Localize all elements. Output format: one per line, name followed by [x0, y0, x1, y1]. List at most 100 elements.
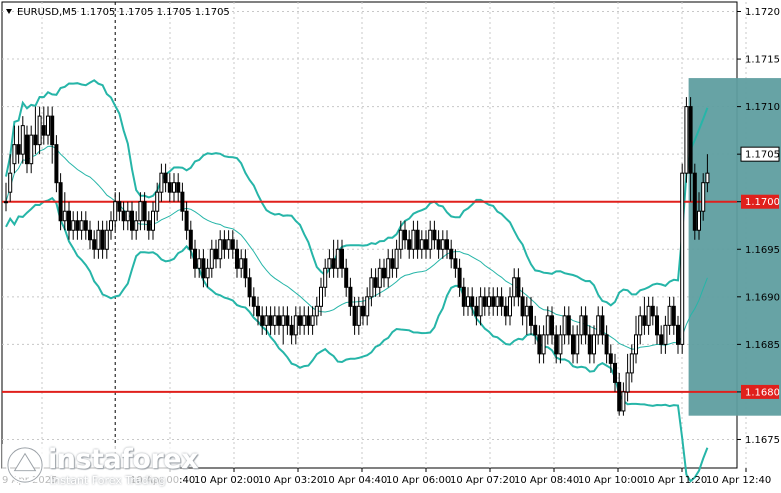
candle-body	[474, 305, 479, 317]
candle-body	[130, 210, 134, 231]
candle-body	[499, 296, 504, 307]
candle-body	[545, 315, 550, 336]
candle-body	[352, 305, 357, 326]
candle-body	[4, 201, 8, 204]
level-price-label: 1.1700	[745, 197, 780, 208]
candle-body	[676, 324, 680, 345]
candle-body	[550, 315, 554, 336]
candle-body	[537, 334, 542, 355]
candle-body	[424, 239, 428, 250]
candle-body	[29, 134, 34, 165]
candle-body	[684, 106, 689, 174]
candle-body	[256, 305, 260, 317]
highlight-zone-group	[688, 78, 781, 416]
candle-body	[167, 182, 172, 193]
candle-body	[197, 258, 202, 269]
candle-body	[478, 296, 483, 317]
candle-body	[20, 125, 25, 155]
candle-body	[432, 229, 437, 241]
candle-body	[142, 201, 147, 222]
time-tick-label: 10 Apr 06:00	[386, 475, 451, 486]
candle-body	[659, 334, 664, 345]
current-price-label: 1.1705	[745, 150, 780, 161]
candle-body	[428, 229, 433, 250]
candle-body	[554, 334, 559, 355]
candle-body	[697, 210, 701, 231]
candle-body	[625, 372, 630, 393]
candle-body	[314, 305, 319, 317]
candle-body	[617, 381, 622, 412]
candle-body	[373, 277, 378, 288]
candle-body	[646, 305, 651, 326]
candle-body	[520, 296, 525, 317]
watermark-brand: instaforex	[48, 444, 199, 475]
candle-body	[579, 315, 584, 336]
candle-body	[8, 172, 13, 193]
candle-body	[449, 248, 454, 260]
candle-body	[562, 315, 567, 336]
candle-body	[92, 239, 97, 250]
candle-body	[226, 239, 231, 250]
candle-body	[243, 258, 248, 279]
price-tick-label: 1.1720	[745, 7, 780, 18]
chart-header: EURUSD,M5 1.1705 1.1705 1.1705 1.1705	[6, 7, 230, 18]
candle-body	[638, 315, 643, 336]
candle-body	[390, 258, 395, 269]
level-price-box	[741, 194, 779, 209]
candle-body	[176, 182, 181, 193]
time-tick-label: 10 Apr 02:00	[194, 475, 259, 486]
time-tick-label: 10 Apr 03:20	[258, 475, 323, 486]
candle-body	[587, 334, 592, 355]
candle-body	[470, 296, 475, 307]
candle-body	[495, 296, 500, 307]
candle-body	[407, 239, 412, 250]
time-tick-label: 10 Apr 10:00	[578, 475, 643, 486]
candle-body	[487, 296, 491, 307]
candle-body	[306, 315, 311, 326]
candle-body	[188, 229, 193, 250]
candle-body	[642, 315, 647, 326]
candle-body	[508, 296, 512, 317]
price-tick-label: 1.1715	[745, 55, 780, 66]
price-tick-label: 1.1690	[745, 292, 780, 303]
candle-body	[50, 115, 55, 146]
price-tick-label: 1.1695	[745, 245, 780, 256]
bollinger-lower-band	[5, 196, 709, 483]
candle-body	[201, 258, 206, 279]
candle-body	[260, 315, 265, 326]
candle-body	[415, 229, 420, 250]
candle-body	[113, 201, 118, 222]
candle-body	[457, 267, 462, 288]
candle-body	[650, 305, 655, 317]
triangle-down-icon[interactable]	[6, 9, 12, 14]
candle-body	[218, 239, 223, 260]
watermark-tagline: Instant Forex Trading	[50, 474, 166, 487]
candle-body	[621, 391, 626, 412]
candle-body	[592, 334, 596, 355]
price-tick-label: 1.1710	[745, 102, 780, 113]
candle-body	[104, 229, 109, 250]
candle-body	[67, 210, 71, 231]
candle-body	[533, 324, 538, 336]
candle-body	[222, 239, 227, 250]
candle-body	[680, 172, 685, 345]
candle-body	[193, 248, 197, 269]
time-tick-label: 10 Apr 08:40	[514, 475, 579, 486]
candle-body	[25, 134, 29, 165]
candle-body	[356, 305, 361, 326]
candle-body	[239, 258, 244, 269]
instaforex-logo-icon	[6, 446, 44, 484]
time-tick-label: 10 Apr 04:40	[322, 475, 387, 486]
candle-body	[247, 277, 252, 298]
candle-body	[688, 106, 693, 174]
candle-body	[96, 229, 101, 250]
candle-body	[12, 144, 17, 165]
candle-body	[491, 296, 496, 307]
candle-body	[79, 220, 84, 231]
candle-body	[138, 201, 143, 222]
bollinger-bands	[5, 79, 709, 483]
candle-body	[121, 210, 126, 222]
candle-body	[251, 296, 256, 307]
